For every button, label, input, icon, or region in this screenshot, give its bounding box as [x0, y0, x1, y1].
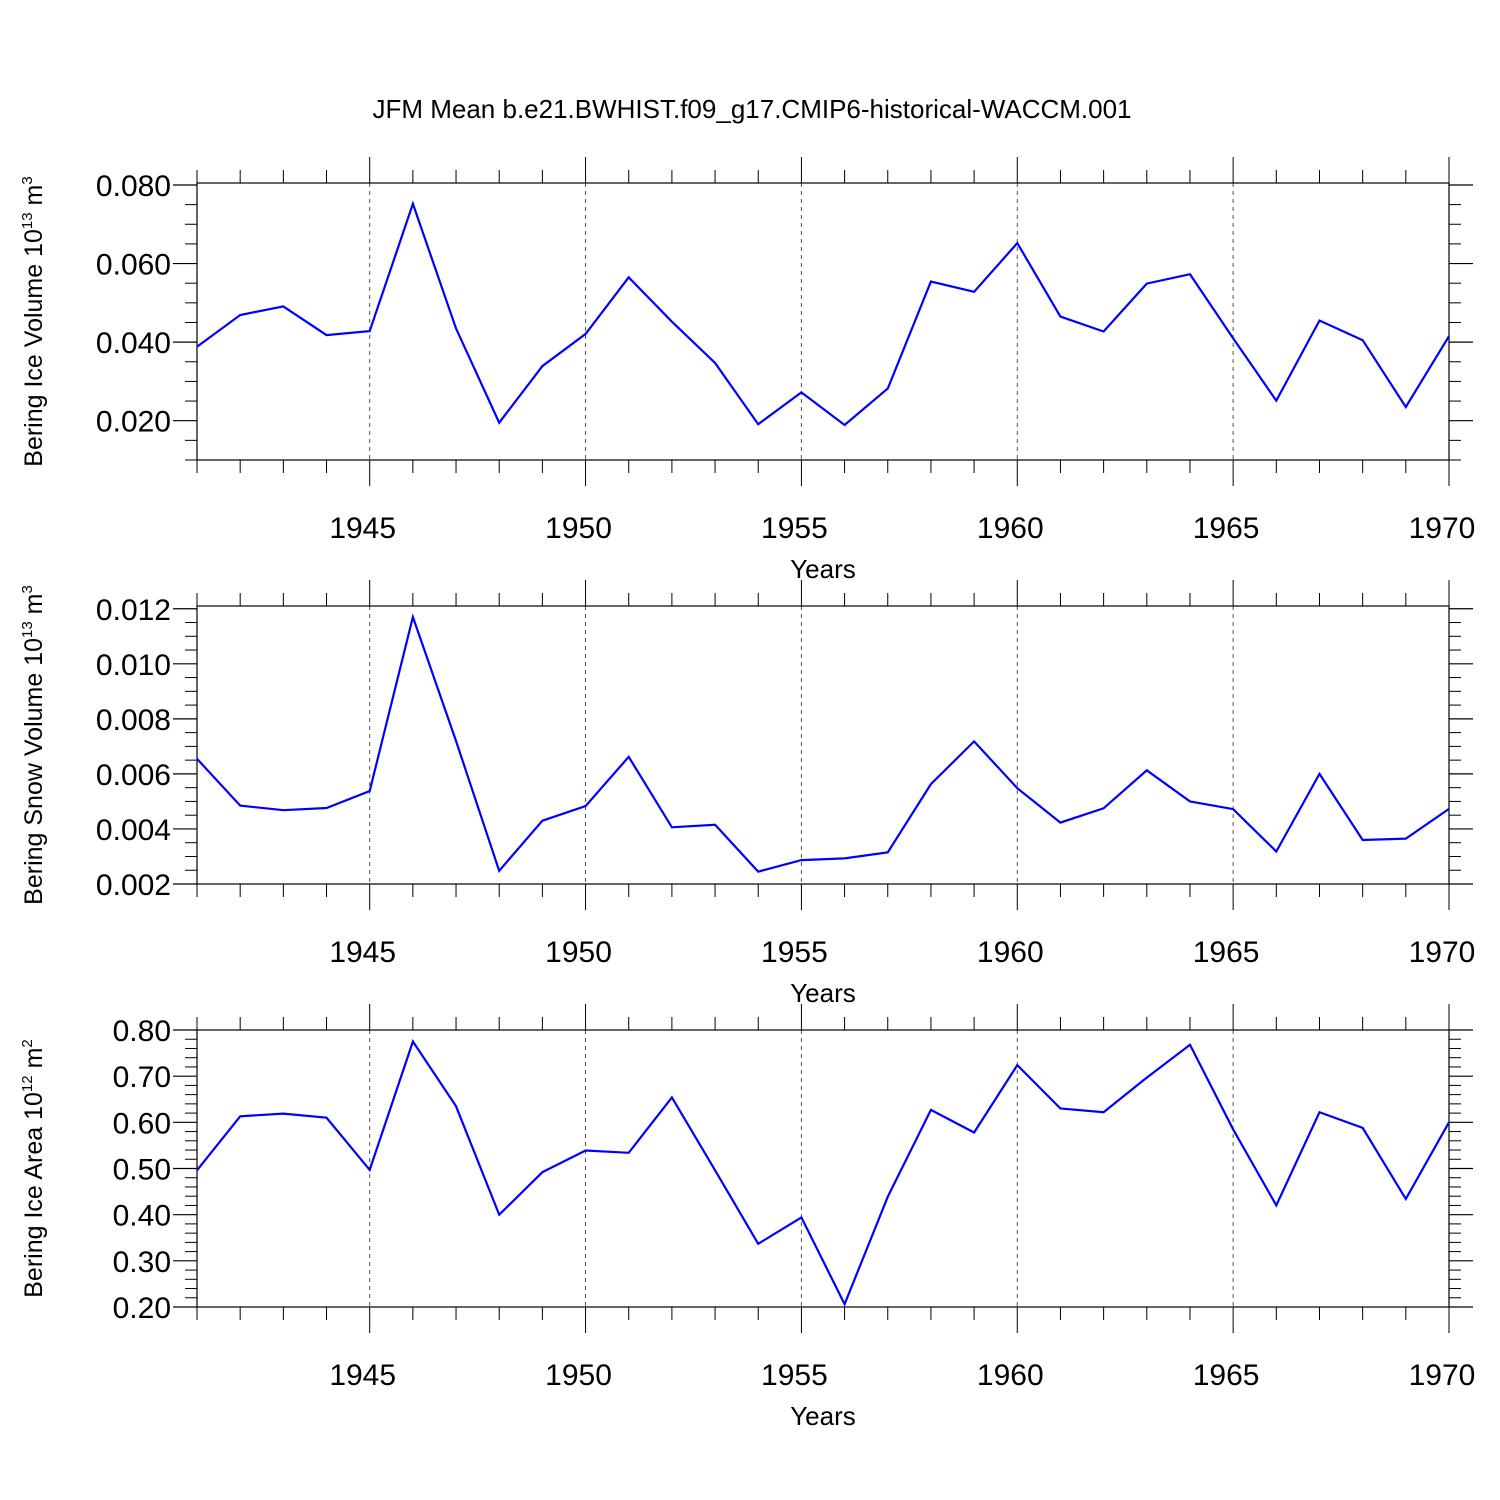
- chart-panel-3: 0.20 0.30 0.40 0.50 0.60 0.70 0.80 1945 1950 1955…: [19, 1004, 1475, 1431]
- y-tick-label: 0.012: [96, 594, 171, 627]
- y-tick-label: 0.020: [96, 406, 171, 439]
- x-tick-label: 1955: [761, 1359, 828, 1392]
- x-tick-label: 1955: [761, 512, 828, 545]
- plot-frame: [196, 182, 1450, 461]
- x-tick-label: 1950: [545, 512, 612, 545]
- x-tick-label: 1945: [329, 936, 396, 969]
- y-tick-label: 0.040: [96, 327, 171, 360]
- y-tick-label: 0.002: [96, 869, 171, 902]
- x-tick-label: 1960: [977, 936, 1044, 969]
- x-tick-label: 1965: [1193, 1359, 1260, 1392]
- y-tick-label: 0.80: [113, 1015, 171, 1048]
- y-tick-label: 0.40: [113, 1200, 171, 1233]
- x-tick-label: 1950: [545, 936, 612, 969]
- x-axis-label: Years: [790, 978, 856, 1008]
- y-tick-label: 0.30: [113, 1246, 171, 1279]
- series-line: [196, 200, 1450, 427]
- plot-frame: [196, 605, 1450, 885]
- x-tick-label: 1950: [545, 1359, 612, 1392]
- series-line: [196, 1039, 1450, 1307]
- y-tick-label: 0.008: [96, 704, 171, 737]
- y-axis-label: Bering Ice Volume 1013 m3: [19, 176, 48, 466]
- plot-frame: [196, 1029, 1450, 1308]
- figure-title: JFM Mean b.e21.BWHIST.f09_g17.CMIP6-hist…: [372, 94, 1131, 124]
- x-tick-label: 1970: [1409, 512, 1476, 545]
- y-tick-label: 0.080: [96, 170, 171, 203]
- x-tick-label: 1960: [977, 1359, 1044, 1392]
- x-tick-label: 1970: [1409, 1359, 1476, 1392]
- y-axis-label: Bering Ice Area 1012 m2: [19, 1039, 48, 1298]
- x-tick-label: 1970: [1409, 936, 1476, 969]
- x-tick-label: 1955: [761, 936, 828, 969]
- y-tick-label: 0.20: [113, 1292, 171, 1325]
- chart-panel-1: 0.020 0.040 0.060 0.080 1945 1950 1955 1960 1965…: [19, 157, 1475, 584]
- y-tick-label: 0.060: [96, 249, 171, 282]
- series-line: [196, 613, 1450, 873]
- x-axis-label: Years: [790, 554, 856, 584]
- y-tick-label: 0.70: [113, 1061, 171, 1094]
- y-tick-label: 0.50: [113, 1154, 171, 1187]
- y-axis-label: Bering Snow Volume 1013 m3: [19, 585, 48, 905]
- x-tick-label: 1945: [329, 512, 396, 545]
- x-tick-label: 1965: [1193, 936, 1260, 969]
- x-axis-label: Years: [790, 1401, 856, 1431]
- y-tick-label: 0.004: [96, 814, 171, 847]
- x-tick-label: 1965: [1193, 512, 1260, 545]
- x-tick-label: 1945: [329, 1359, 396, 1392]
- y-tick-label: 0.60: [113, 1107, 171, 1140]
- chart-panel-2: 0.002 0.004 0.006 0.008 0.010 0.012 1945 1950 19…: [19, 580, 1475, 1008]
- y-tick-label: 0.010: [96, 649, 171, 682]
- y-tick-label: 0.006: [96, 759, 171, 792]
- x-tick-label: 1960: [977, 512, 1044, 545]
